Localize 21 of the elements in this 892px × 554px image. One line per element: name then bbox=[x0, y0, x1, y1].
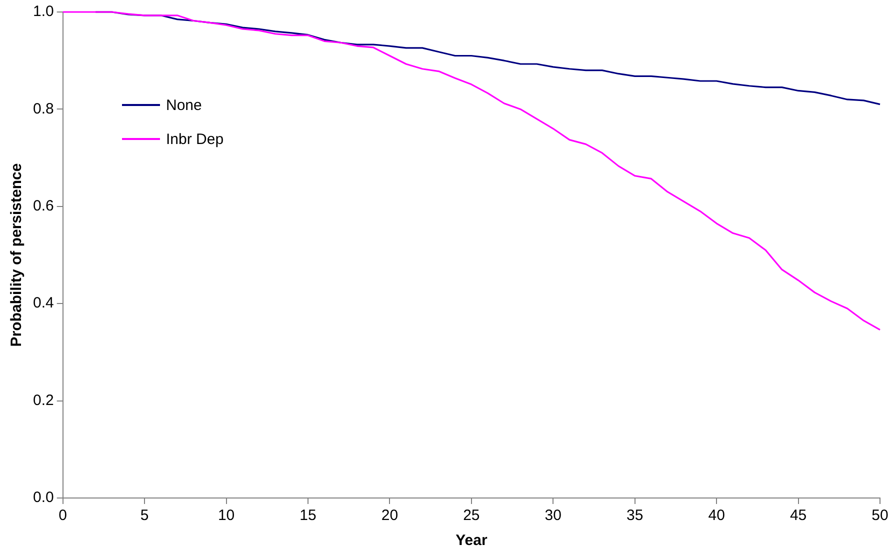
y-tick-label: 0.8 bbox=[32, 100, 54, 118]
x-tick-label: 40 bbox=[708, 507, 725, 524]
legend-label: Inbr Dep bbox=[166, 130, 224, 148]
x-tick-label: 5 bbox=[140, 507, 149, 524]
x-tick-label: 45 bbox=[790, 507, 807, 524]
legend-label: None bbox=[166, 96, 202, 114]
y-tick-label: 0.4 bbox=[32, 294, 54, 312]
x-axis-title: Year bbox=[456, 532, 488, 550]
y-tick-label: 0.6 bbox=[32, 198, 54, 215]
x-tick-label: 30 bbox=[544, 507, 562, 524]
y-tick-label: 1.0 bbox=[32, 3, 54, 20]
y-axis-title: Probability of persistence bbox=[8, 163, 26, 347]
x-tick-label: 35 bbox=[626, 507, 644, 524]
x-tick-label: 15 bbox=[300, 507, 316, 524]
x-tick-label: 10 bbox=[218, 507, 235, 524]
y-tick-label: 0.0 bbox=[32, 489, 54, 506]
x-tick-label: 20 bbox=[381, 507, 398, 524]
x-tick-label: 50 bbox=[872, 507, 888, 524]
y-tick-label: 0.2 bbox=[32, 392, 54, 409]
x-tick-label: 25 bbox=[463, 507, 480, 524]
x-tick-label: 0 bbox=[58, 507, 68, 524]
